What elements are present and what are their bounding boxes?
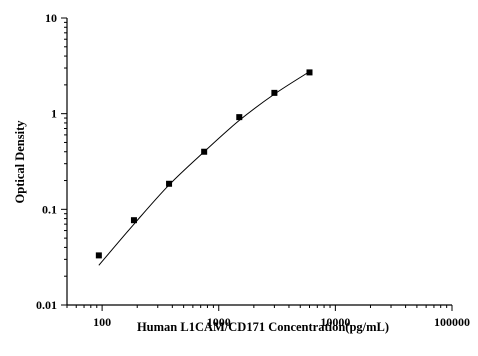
y-tick-label: 0.01 [36,298,57,312]
x-axis-title: Human L1CAM/CD171 Concentration(pg/mL) [137,320,389,334]
x-tick-label: 100000 [434,315,470,329]
data-point [306,69,313,76]
y-axis-title: Optical Density [13,120,27,204]
data-point [166,180,173,187]
data-point [95,252,102,259]
data-point [236,114,243,121]
data-point [130,217,137,224]
x-tick-label: 10000 [320,315,350,329]
fit-curve-line [98,71,310,266]
y-tick-label: 0.1 [42,202,57,216]
data-point [201,148,208,155]
data-point [271,89,278,96]
x-tick-label: 100 [93,315,111,329]
y-tick-label: 10 [45,11,57,25]
x-tick-label: 1000 [207,315,231,329]
plot-area: 0.01 0.1 1 10 100 1000 10000 100000 [36,11,470,329]
y-tick-label: 1 [51,107,57,121]
